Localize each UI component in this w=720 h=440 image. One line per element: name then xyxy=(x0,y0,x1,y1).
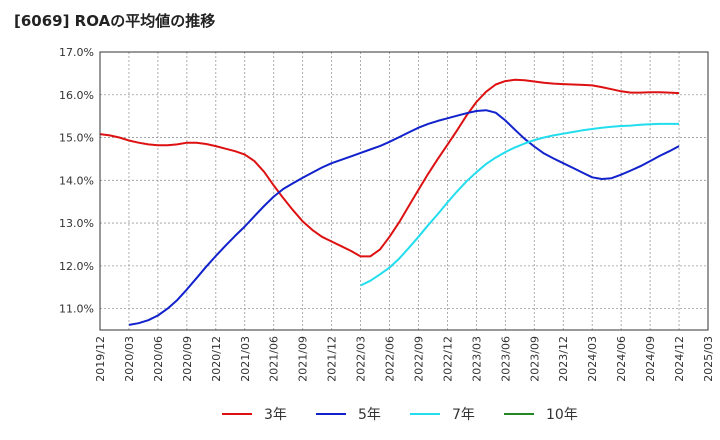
x-tick-label: 2020/09 xyxy=(181,336,194,382)
x-tick-label: 2024/06 xyxy=(615,336,628,382)
x-tick-label: 2023/12 xyxy=(557,336,570,382)
x-tick-label: 2024/09 xyxy=(644,336,657,382)
plot-background xyxy=(100,52,708,330)
x-tick-label: 2020/03 xyxy=(123,336,136,382)
x-tick-label: 2022/06 xyxy=(384,336,397,382)
series-line-1 xyxy=(99,78,680,258)
x-tick-label: 2021/12 xyxy=(326,336,339,382)
y-tick-labels: 11.0% 12.0% 13.0% 14.0% 15.0% 16.0% 17.0% xyxy=(59,46,94,316)
plot-border xyxy=(99,51,709,331)
y-tick-label: 14.0% xyxy=(59,174,94,187)
x-tick-label: 2019/12 xyxy=(94,336,107,382)
legend-label-3: 7年 xyxy=(452,407,475,423)
legend-label-4: 10年 xyxy=(546,407,578,423)
x-tick-label: 2023/09 xyxy=(528,336,541,382)
y-tick-label: 13.0% xyxy=(59,217,94,230)
x-tick-label: 2021/09 xyxy=(297,336,310,382)
x-tick-label: 2021/06 xyxy=(268,336,281,382)
x-tick-label: 2023/03 xyxy=(470,336,483,382)
y-tick-label: 15.0% xyxy=(59,132,94,145)
y-tick-label: 16.0% xyxy=(59,89,94,102)
x-tick-label: 2022/12 xyxy=(441,336,454,382)
x-tick-label: 2023/06 xyxy=(499,336,512,382)
x-tick-label: 2022/09 xyxy=(412,336,425,382)
y-tick-label: 11.0% xyxy=(59,303,94,316)
legend-label-1: 3年 xyxy=(264,407,287,423)
x-tick-label: 2024/03 xyxy=(586,336,599,382)
y-tick-label: 12.0% xyxy=(59,260,94,273)
chart-title: [6069] ROAの平均値の推移 xyxy=(14,12,216,30)
x-tick-label: 2020/06 xyxy=(152,336,165,382)
legend: 3年 5年 7年 10年 xyxy=(222,407,578,423)
series-lines xyxy=(99,78,680,326)
x-tick-label: 2024/12 xyxy=(673,336,686,382)
x-tick-label: 2022/03 xyxy=(355,336,368,382)
x-tick-label: 2025/03 xyxy=(702,336,715,382)
x-tick-label: 2021/03 xyxy=(239,336,252,382)
x-tick-labels: 2019/12 2020/03 2020/06 2020/09 2020/12 2021/… xyxy=(94,336,715,382)
series-line-2 xyxy=(128,109,680,326)
series-line-3 xyxy=(360,122,679,287)
x-tick-label: 2020/12 xyxy=(210,336,223,382)
y-tick-label: 17.0% xyxy=(59,46,94,59)
legend-label-2: 5年 xyxy=(358,407,381,423)
